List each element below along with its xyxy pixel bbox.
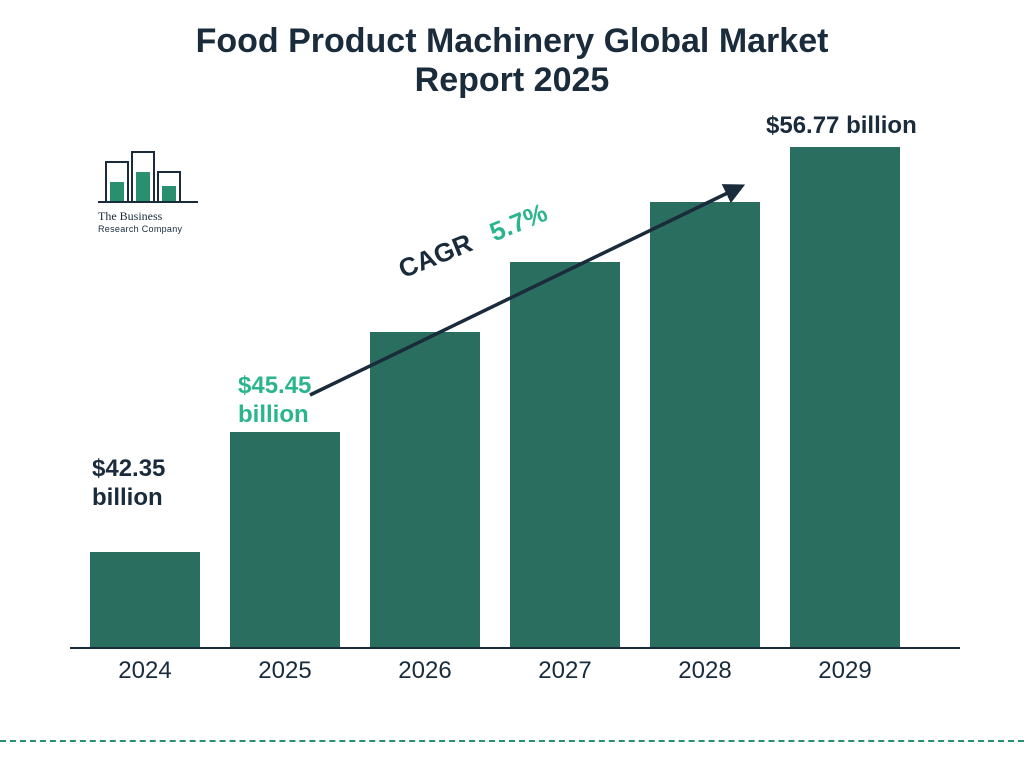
chart-container: Food Product Machinery Global Market Rep… xyxy=(0,0,1024,768)
trend-arrow-icon xyxy=(0,0,1024,768)
divider-line xyxy=(0,740,1024,742)
